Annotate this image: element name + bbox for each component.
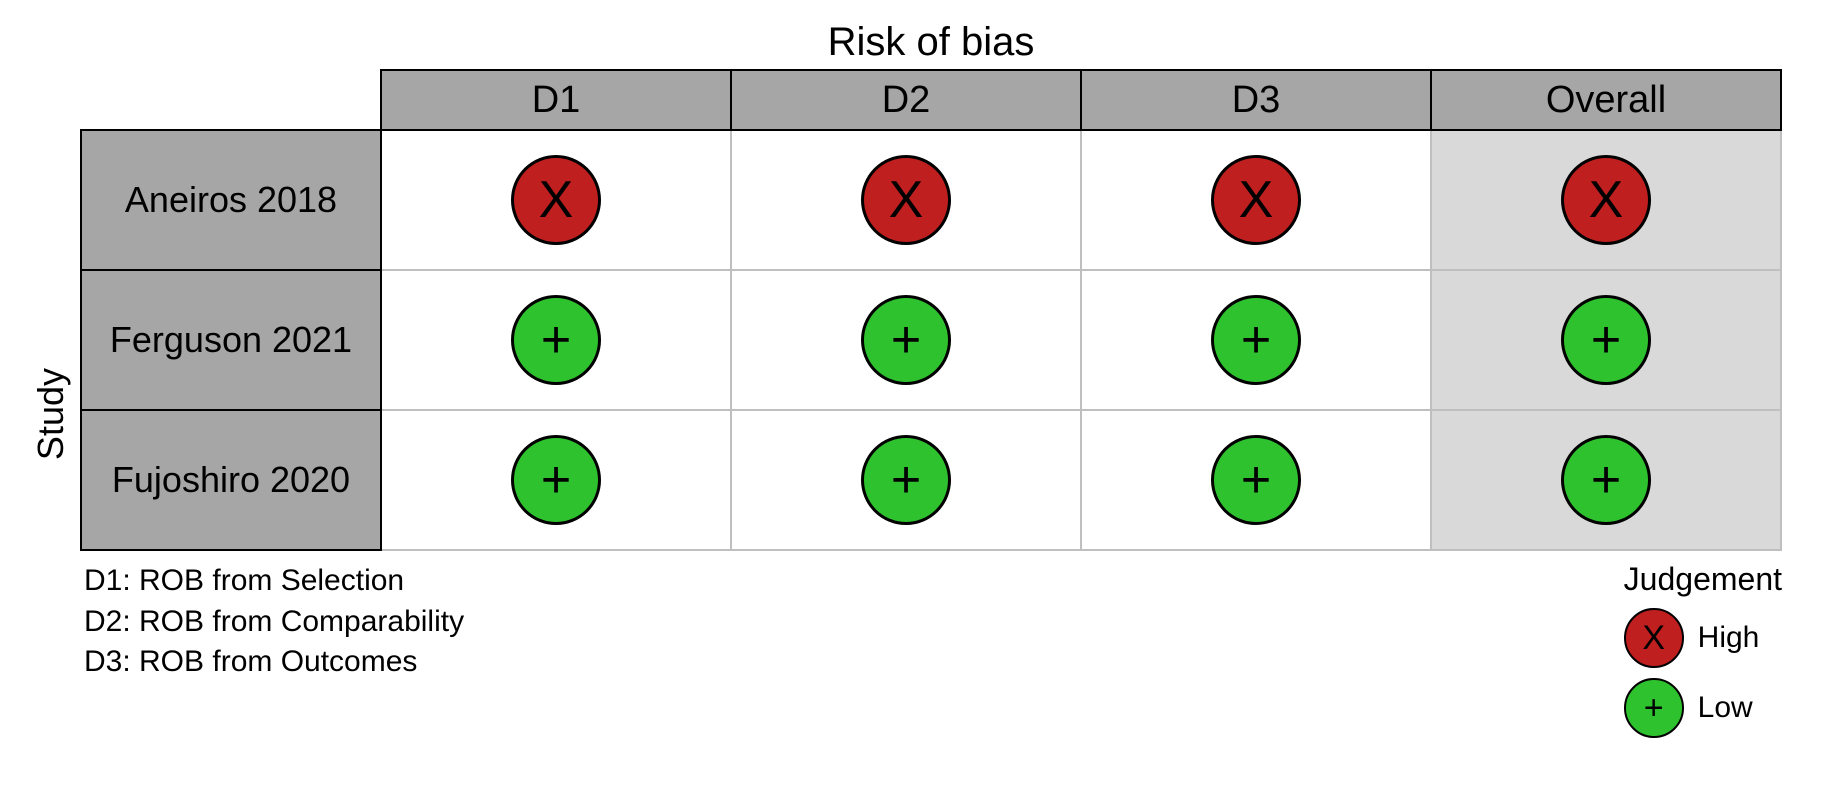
- y-axis-title: Study: [30, 308, 72, 460]
- col-header-overall: Overall: [1431, 70, 1781, 130]
- judgement-dot-low: +: [1211, 435, 1301, 525]
- rob-table: D1 D2 D3 Overall Aneiros 2018 X X X X Ferguso…: [80, 69, 1782, 551]
- domain-key-line: D3: ROB from Outcomes: [84, 642, 464, 683]
- legend: Judgement X High + Low: [1624, 561, 1782, 748]
- legend-items: X High + Low: [1624, 608, 1782, 738]
- rob-chart: Study Risk of bias D1 D2 D3 Overall Anei…: [30, 20, 1813, 748]
- rob-cell: +: [731, 410, 1081, 550]
- legend-label: Low: [1698, 691, 1753, 725]
- judgement-dot-low: +: [511, 295, 601, 385]
- table-row: Aneiros 2018 X X X X: [81, 130, 1781, 270]
- rob-cell: X: [381, 130, 731, 270]
- judgement-dot-high: X: [1624, 608, 1684, 668]
- table-row: Ferguson 2021 + + + +: [81, 270, 1781, 410]
- legend-row-high: X High: [1624, 608, 1782, 668]
- rob-cell: +: [1431, 410, 1781, 550]
- chart-body: Risk of bias D1 D2 D3 Overall Aneiros 20…: [80, 20, 1782, 748]
- domain-key-line: D2: ROB from Comparability: [84, 602, 464, 643]
- row-header: Aneiros 2018: [81, 130, 381, 270]
- judgement-dot-low: +: [861, 295, 951, 385]
- header-row: D1 D2 D3 Overall: [81, 70, 1781, 130]
- judgement-dot-low: +: [1211, 295, 1301, 385]
- judgement-dot-low: +: [1624, 678, 1684, 738]
- x-axis-title: Risk of bias: [80, 20, 1782, 65]
- judgement-dot-low: +: [861, 435, 951, 525]
- row-header: Ferguson 2021: [81, 270, 381, 410]
- legend-label: High: [1698, 621, 1760, 655]
- judgement-dot-high: X: [861, 155, 951, 245]
- col-header-d3: D3: [1081, 70, 1431, 130]
- table-row: Fujoshiro 2020 + + + +: [81, 410, 1781, 550]
- judgement-dot-low: +: [511, 435, 601, 525]
- domain-key-line: D1: ROB from Selection: [84, 561, 464, 602]
- judgement-dot-low: +: [1561, 295, 1651, 385]
- judgement-dot-high: X: [511, 155, 601, 245]
- judgement-dot-low: +: [1561, 435, 1651, 525]
- below-table: D1: ROB from SelectionD2: ROB from Compa…: [80, 561, 1782, 748]
- col-header-d1: D1: [381, 70, 731, 130]
- rob-cell: +: [1081, 270, 1431, 410]
- rob-cell: X: [1431, 130, 1781, 270]
- judgement-dot-high: X: [1561, 155, 1651, 245]
- rob-cell: X: [1081, 130, 1431, 270]
- legend-row-low: + Low: [1624, 678, 1782, 738]
- judgement-dot-high: X: [1211, 155, 1301, 245]
- rob-cell: +: [381, 410, 731, 550]
- rob-cell: +: [1431, 270, 1781, 410]
- rob-cell: +: [731, 270, 1081, 410]
- legend-title: Judgement: [1624, 561, 1782, 598]
- rob-cell: +: [1081, 410, 1431, 550]
- col-header-d2: D2: [731, 70, 1081, 130]
- corner-blank: [81, 70, 381, 130]
- rob-cell: +: [381, 270, 731, 410]
- row-header: Fujoshiro 2020: [81, 410, 381, 550]
- domain-key: D1: ROB from SelectionD2: ROB from Compa…: [84, 561, 464, 683]
- rob-table-body: Aneiros 2018XXXXFerguson 2021++++Fujoshi…: [81, 130, 1781, 550]
- rob-cell: X: [731, 130, 1081, 270]
